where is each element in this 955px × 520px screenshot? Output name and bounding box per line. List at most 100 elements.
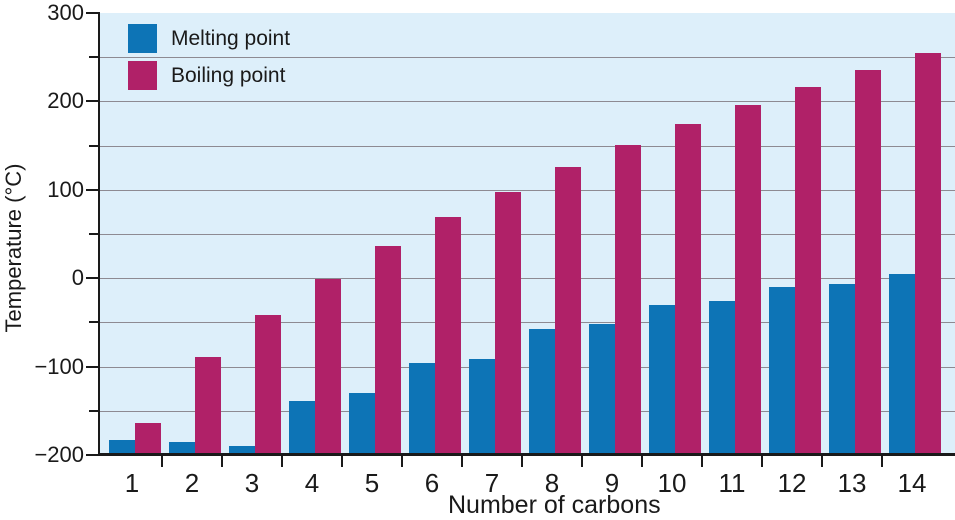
boiling-point-bar-3 <box>255 315 281 455</box>
boiling-point-bar-11 <box>735 104 761 455</box>
y-tick-label-300: 300 <box>47 0 84 25</box>
x-tick-label-2: 2 <box>184 468 200 498</box>
boiling-point-bar-8 <box>555 166 581 455</box>
y-tick--150 <box>89 409 100 412</box>
boiling-point-bar-4 <box>315 279 341 455</box>
melting-point-bar-5 <box>349 393 375 455</box>
bar-group-7 <box>462 13 522 455</box>
x-tick-8 <box>581 456 583 467</box>
y-tick--100 <box>86 365 100 368</box>
x-tick-label-13: 13 <box>837 468 867 498</box>
boiling-point-bar-13 <box>855 70 881 455</box>
x-tick-label-3: 3 <box>244 468 260 498</box>
x-tick-10 <box>701 456 703 467</box>
x-tick-4 <box>341 456 343 467</box>
gridline-250 <box>100 57 955 59</box>
bar-group-2 <box>162 13 222 455</box>
boiling-point-bar-9 <box>615 144 641 455</box>
boiling-point-bar-2 <box>195 356 221 455</box>
melting-point-bar-2 <box>169 441 195 455</box>
y-tick-label--100: −100 <box>34 353 84 379</box>
y-tick-100 <box>86 188 100 191</box>
x-tick-label-10: 10 <box>657 468 687 498</box>
x-tick-7 <box>521 456 523 467</box>
y-tick-label-100: 100 <box>47 176 84 202</box>
boiling-point-bar-12 <box>795 87 821 455</box>
bar-group-4 <box>282 13 342 455</box>
y-tick-label-200: 200 <box>47 88 84 114</box>
x-tick-label-14: 14 <box>897 468 927 498</box>
legend-label: Boiling point <box>171 64 286 87</box>
gridline--100 <box>100 366 955 368</box>
boiling-point-bar-5 <box>375 246 401 455</box>
melting-point-swatch <box>128 24 157 53</box>
plot-area: Melting point Boiling point <box>100 13 955 455</box>
melting-point-bar-7 <box>469 358 495 455</box>
x-tick-label-9: 9 <box>604 468 620 498</box>
y-tick-0 <box>86 277 100 280</box>
gridline-0 <box>100 278 955 280</box>
x-tick-2 <box>221 456 223 467</box>
boiling-point-bar-14 <box>915 52 941 455</box>
gridline-100 <box>100 189 955 191</box>
gridline--150 <box>100 410 955 412</box>
legend-entry-melting-point: Melting point <box>128 24 290 53</box>
boiling-point-bar-10 <box>675 124 701 455</box>
y-tick-50 <box>89 233 100 235</box>
x-tick-12 <box>821 456 823 467</box>
melting-point-bar-14 <box>889 273 915 455</box>
x-tick-label-12: 12 <box>777 468 807 498</box>
boiling-point-swatch <box>128 61 157 90</box>
x-tick-3 <box>281 456 283 467</box>
x-tick-label-6: 6 <box>424 468 440 498</box>
bar-group-13 <box>822 13 882 455</box>
x-tick-13 <box>881 456 883 467</box>
x-tick-11 <box>761 456 763 467</box>
melting-point-bar-11 <box>709 301 735 455</box>
melting-point-bar-4 <box>289 401 315 455</box>
melting-point-bar-1 <box>109 439 135 455</box>
legend-entry-boiling-point: Boiling point <box>128 61 290 90</box>
melting-point-bar-12 <box>769 287 795 455</box>
x-tick-label-8: 8 <box>544 468 560 498</box>
x-axis-title: Number of carbons <box>448 491 661 519</box>
boiling-point-bar-6 <box>435 217 461 455</box>
melting-point-bar-3 <box>229 446 255 455</box>
melting-point-bar-9 <box>589 324 615 455</box>
gridline--50 <box>100 322 955 324</box>
bar-group-11 <box>702 13 762 455</box>
x-tick-1 <box>161 456 163 467</box>
y-tick--200 <box>86 454 100 456</box>
melting-point-bar-13 <box>829 283 855 455</box>
x-tick-6 <box>461 456 463 467</box>
y-axis-line <box>98 13 100 456</box>
x-axis-line <box>98 453 955 456</box>
bar-group-3 <box>222 13 282 455</box>
y-tick-250 <box>89 56 100 59</box>
bar-group-5 <box>342 13 402 455</box>
boiling-point-bar-7 <box>495 191 521 455</box>
bar-groups <box>102 13 942 455</box>
x-tick-label-7: 7 <box>484 468 500 498</box>
bar-group-14 <box>882 13 942 455</box>
melting-point-bar-10 <box>649 304 675 455</box>
y-tick-label--200: −200 <box>34 442 84 467</box>
bar-group-9 <box>582 13 642 455</box>
bar-group-10 <box>642 13 702 455</box>
y-tick-300 <box>86 12 100 14</box>
gridline-150 <box>100 145 955 147</box>
boiling-point-bar-1 <box>135 423 161 455</box>
gridline-200 <box>100 101 955 103</box>
melting-point-bar-8 <box>529 328 555 455</box>
melting-point-bar-6 <box>409 363 435 455</box>
bar-group-12 <box>762 13 822 455</box>
x-tick-label-1: 1 <box>124 468 140 498</box>
bar-group-6 <box>402 13 462 455</box>
y-tick-150 <box>89 144 100 147</box>
legend: Melting point Boiling point <box>128 24 290 90</box>
bar-group-8 <box>522 13 582 455</box>
x-tick-label-11: 11 <box>718 468 746 498</box>
x-tick-9 <box>641 456 643 467</box>
y-tick--50 <box>89 321 100 324</box>
